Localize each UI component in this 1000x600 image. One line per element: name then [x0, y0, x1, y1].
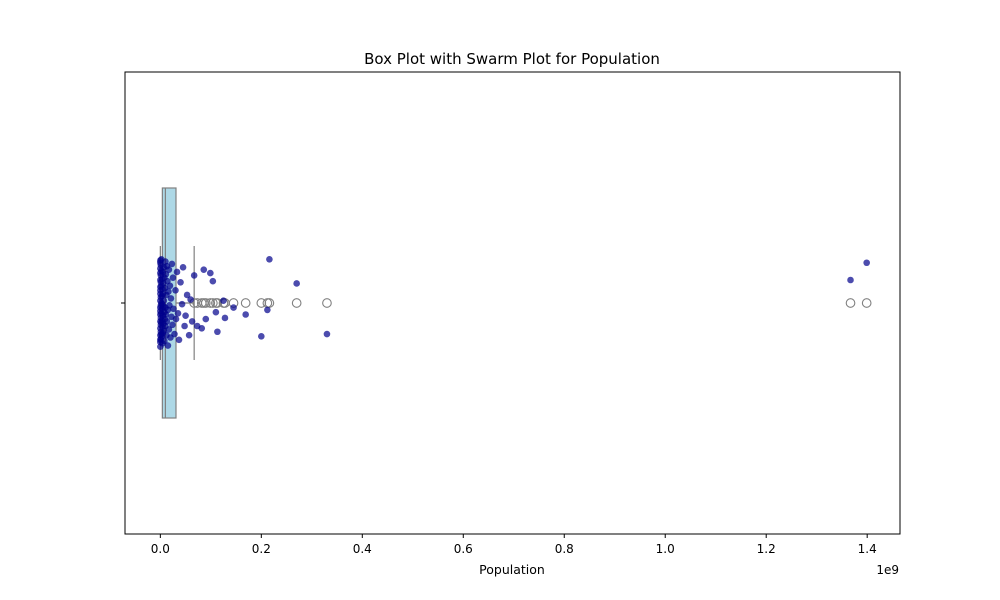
swarm-point [200, 266, 208, 273]
x-tick-label: 0.8 [555, 542, 574, 556]
outlier-point [240, 298, 251, 308]
swarm-point [185, 331, 193, 339]
x-tick-label: 0.2 [252, 542, 271, 556]
swarm-point [264, 306, 271, 314]
swarm-point [220, 297, 227, 305]
swarm-point [172, 287, 179, 294]
swarm-point [323, 330, 331, 338]
swarm-point [173, 268, 181, 276]
swarm-point [202, 315, 210, 323]
swarm-point [242, 311, 249, 318]
x-tick-label: 1.2 [757, 542, 776, 556]
swarm-point [177, 279, 184, 286]
swarm-point [165, 266, 173, 273]
x-tick-label: 0.0 [151, 542, 170, 556]
swarm-point [169, 274, 177, 282]
swarm-point [178, 300, 186, 308]
outlier-point [845, 298, 856, 308]
x-offset-label: 1e9 [876, 563, 899, 577]
x-tick-label: 1.4 [858, 542, 877, 556]
swarm-point [209, 277, 217, 285]
swarm-point [174, 310, 182, 317]
swarm-point [166, 282, 174, 290]
swarm-point [293, 280, 300, 287]
swarm-point [181, 322, 188, 330]
swarm-point [175, 336, 183, 344]
swarm-point [863, 259, 870, 267]
x-tick-label: 0.4 [353, 542, 372, 556]
swarm-point [168, 260, 176, 268]
swarm-point [163, 318, 171, 325]
swarm-point [169, 321, 176, 329]
swarm-point [167, 295, 175, 302]
plot-area [157, 187, 872, 419]
swarm-point [170, 305, 177, 313]
swarm-point [187, 296, 194, 303]
outlier-point [200, 298, 211, 308]
swarm-point [165, 288, 172, 295]
swarm-point [266, 255, 273, 263]
outlier-point [208, 298, 218, 308]
x-axis-label: Population [479, 562, 545, 577]
outlier-point [322, 298, 332, 308]
swarm-point [230, 304, 237, 311]
swarm-point [188, 318, 196, 325]
swarm-point [190, 272, 198, 279]
swarm-point [182, 312, 189, 319]
swarm-point [164, 342, 172, 349]
outlier-point [205, 298, 216, 308]
swarm-point [214, 328, 221, 336]
x-tick-label: 0.6 [454, 542, 473, 556]
swarm-point [207, 269, 214, 277]
x-tick-label: 1.0 [656, 542, 675, 556]
swarm-point [221, 314, 229, 322]
swarm-point [847, 276, 854, 284]
swarm-point [165, 326, 173, 333]
x-axis: 0.0 0.2 0.4 0.6 0.8 1.0 1.2 1.4 [151, 534, 877, 556]
swarm-point [183, 291, 191, 299]
swarm-point [258, 333, 265, 340]
outlier-point [861, 298, 872, 308]
outlier-point [189, 298, 200, 308]
swarm-point [198, 325, 206, 332]
swarm-point [171, 330, 178, 338]
chart-title: Box Plot with Swarm Plot for Population [364, 50, 660, 68]
swarm-point [172, 315, 180, 323]
outlier-point [291, 298, 302, 308]
swarm-point [161, 337, 168, 345]
swarm-point [179, 264, 187, 271]
swarm-point [160, 297, 168, 305]
swarm-point [212, 308, 220, 316]
